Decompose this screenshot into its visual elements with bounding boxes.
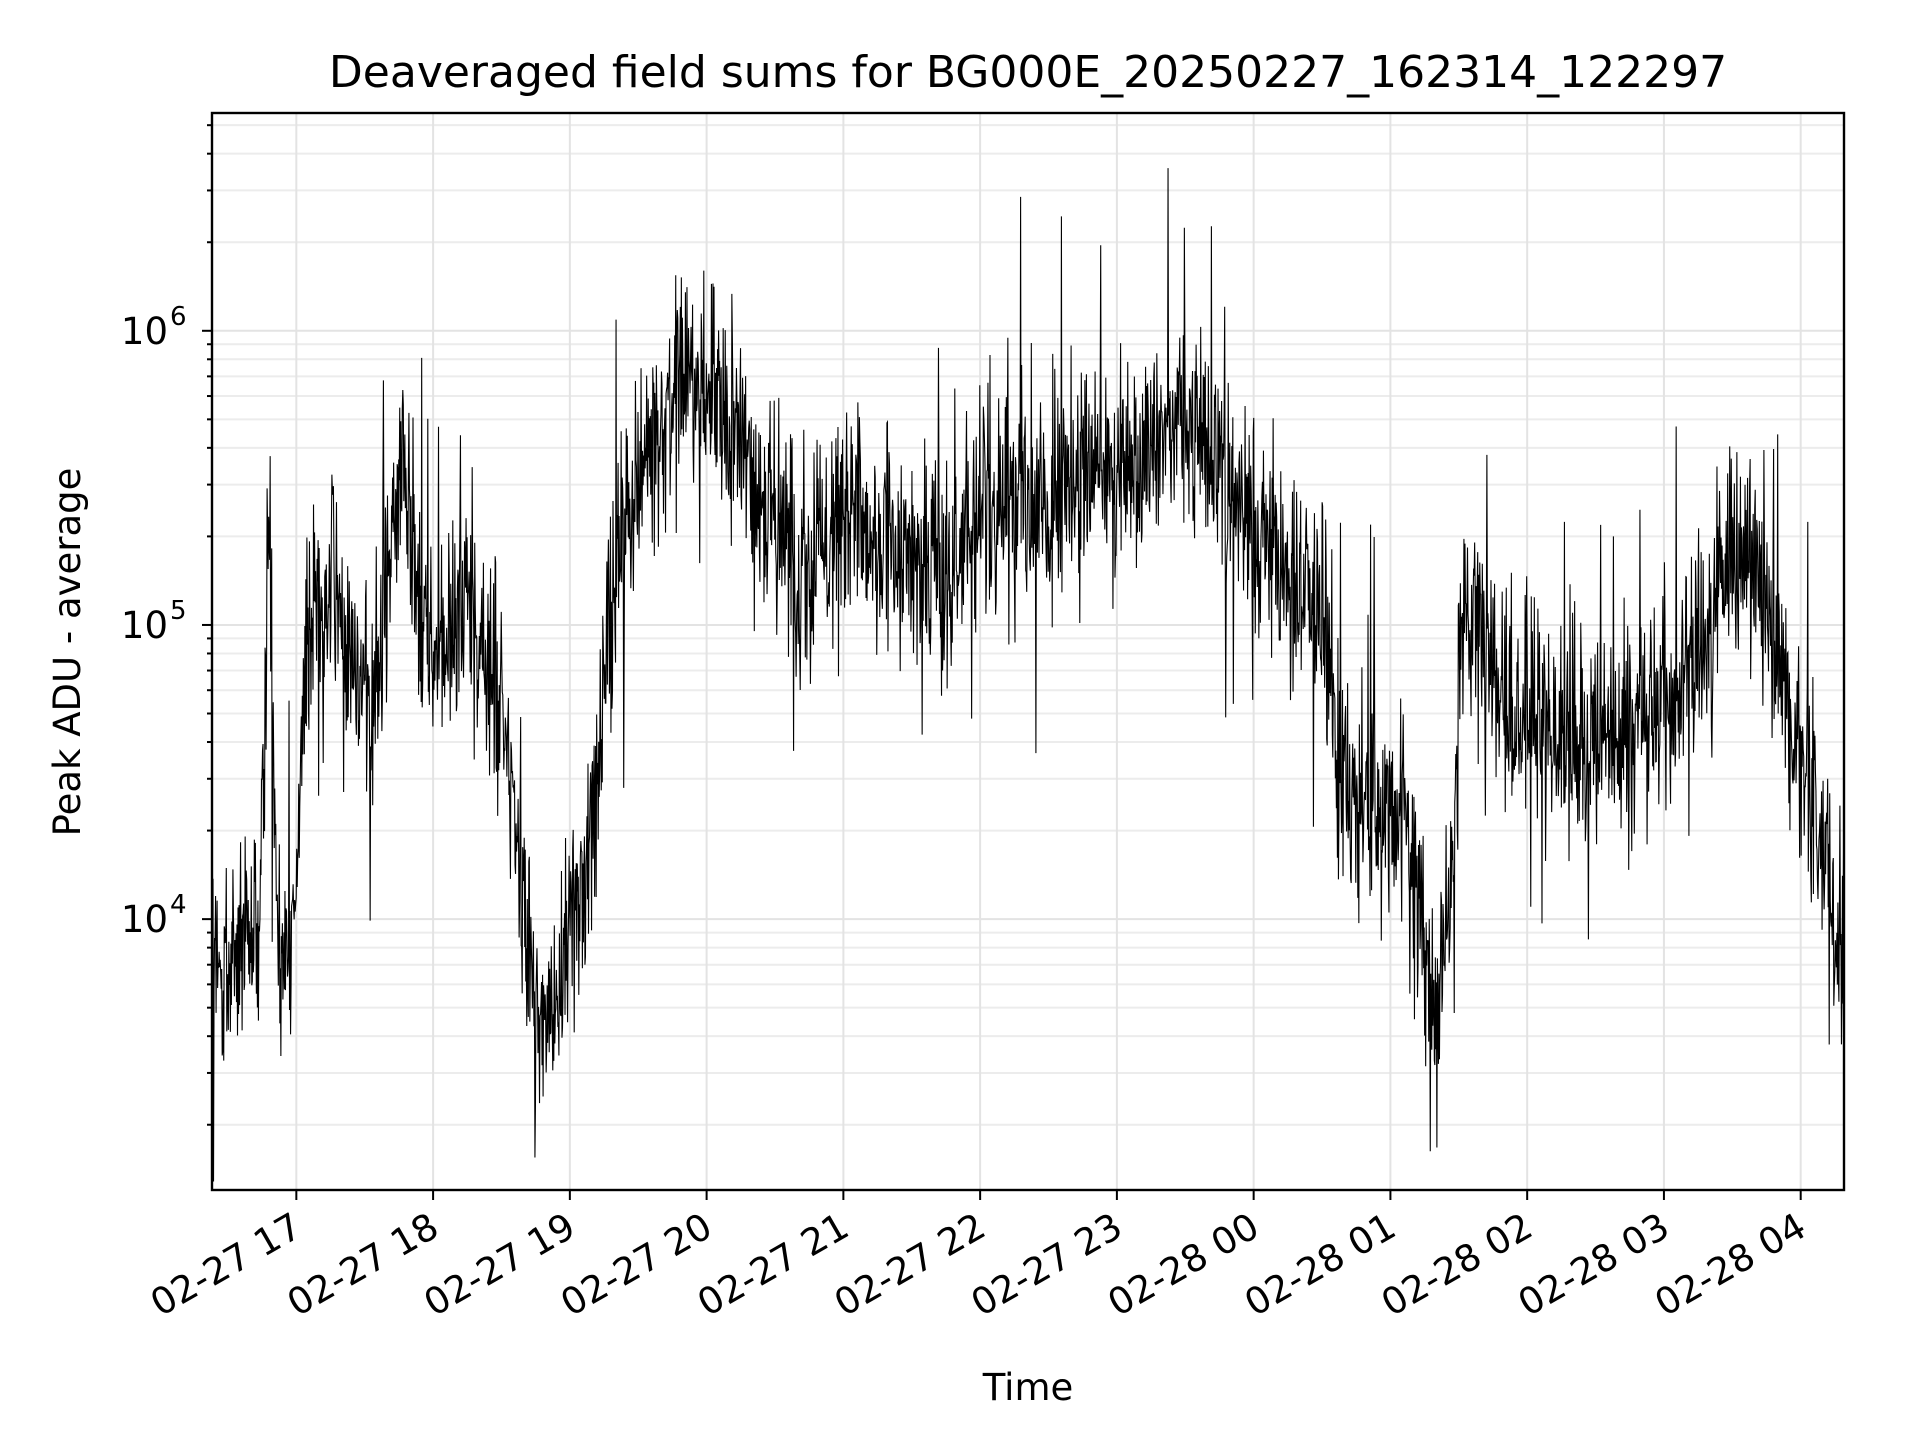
x-axis-label: Time	[982, 1366, 1074, 1409]
y-tick-label: 10	[121, 898, 168, 941]
chart-title: Deaveraged field sums for BG000E_2025022…	[329, 47, 1727, 98]
y-axis-label: Peak ADU - average	[46, 468, 89, 837]
series-line	[211, 168, 1845, 1182]
y-tick-label-exponent: 5	[170, 596, 187, 626]
series-layer	[211, 168, 1845, 1182]
y-tick-label-exponent: 4	[170, 890, 187, 920]
y-tick-label: 10	[121, 310, 168, 353]
y-tick-label-exponent: 6	[170, 302, 187, 332]
y-tick-label: 10	[121, 604, 168, 647]
plot-frame	[210, 111, 1846, 1192]
